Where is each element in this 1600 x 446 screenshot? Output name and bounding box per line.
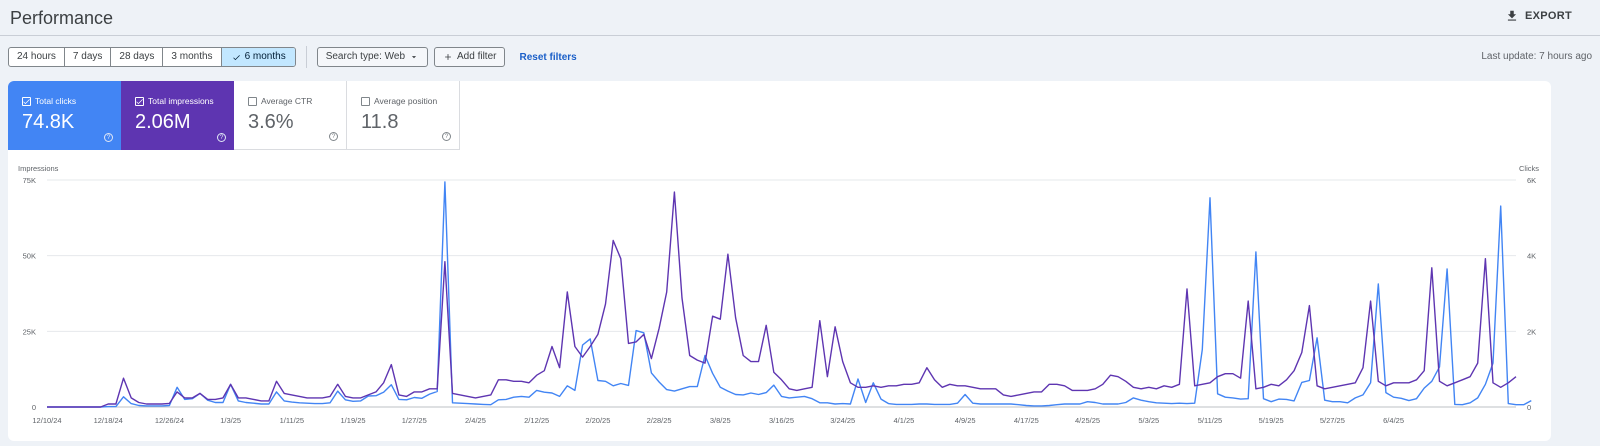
impressions-line — [47, 191, 1517, 408]
last-update: Last update: 7 hours ago — [1481, 51, 1592, 62]
x-tick-label: 3/8/25 — [710, 416, 731, 425]
x-tick-label: 4/25/25 — [1075, 416, 1100, 425]
metric-label: Average CTR — [261, 96, 313, 106]
x-tick-label: 3/24/25 — [830, 416, 855, 425]
metric-label: Total impressions — [148, 96, 214, 106]
filter-bar: 24 hours 7 days 28 days 3 months 6 month… — [8, 46, 577, 68]
page-title: Performance — [10, 8, 114, 28]
range-24-hours[interactable]: 24 hours — [9, 48, 65, 66]
range-7-days[interactable]: 7 days — [65, 48, 112, 66]
metric-total-clicks[interactable]: Total clicks 74.8K ? — [8, 81, 121, 150]
x-tick-label: 4/1/25 — [893, 416, 914, 425]
plus-icon — [445, 54, 451, 60]
performance-card: Total clicks 74.8K ? Total impressions 2… — [8, 81, 1551, 441]
x-tick-label: 12/26/24 — [155, 416, 184, 425]
x-ticks: 12/10/24 12/18/24 12/26/24 1/3/25 1/11/25 1/1… — [32, 416, 1404, 425]
checkbox-unchecked-icon[interactable] — [361, 97, 370, 106]
add-filter-label: Add filter — [457, 51, 497, 62]
y-left-tick-label: 0 — [32, 403, 36, 412]
metric-value: 3.6% — [248, 111, 294, 133]
reset-filters-link[interactable]: Reset filters — [519, 51, 577, 63]
clicks-line — [47, 181, 1532, 408]
y-left-axis-label: Impressions — [18, 164, 59, 173]
range-6-months[interactable]: 6 months — [221, 48, 295, 66]
export-label: EXPORT — [1524, 10, 1572, 22]
y-right-tick-label: 2K — [1527, 327, 1536, 336]
x-tick-label: 4/17/25 — [1014, 416, 1039, 425]
y-right-tick-label: 6K — [1527, 176, 1536, 185]
help-icon[interactable]: ? — [442, 132, 451, 141]
performance-chart[interactable]: Impressions Clicks 0 25K 50K 75K 0 2K 4K 6K 12… — [8, 161, 1551, 441]
x-tick-label: 2/28/25 — [647, 416, 672, 425]
y-left-tick-label: 25K — [23, 327, 36, 336]
checkbox-checked-icon[interactable] — [22, 97, 31, 106]
checkbox-checked-icon[interactable] — [135, 97, 144, 106]
x-tick-label: 5/11/25 — [1198, 416, 1222, 425]
date-range-selector: 24 hours 7 days 28 days 3 months 6 month… — [8, 47, 296, 67]
y-right-tick-label: 0 — [1527, 403, 1531, 412]
caret-down-icon — [411, 56, 417, 59]
metric-average-position[interactable]: Average position 11.8 ? — [347, 81, 460, 150]
metric-tiles: Total clicks 74.8K ? Total impressions 2… — [8, 81, 460, 150]
x-tick-label: 1/27/25 — [402, 416, 427, 425]
x-tick-label: 1/3/25 — [220, 416, 241, 425]
metric-label: Total clicks — [35, 96, 77, 106]
x-tick-label: 3/16/25 — [769, 416, 794, 425]
divider — [305, 46, 307, 68]
export-button[interactable]: EXPORT — [1505, 9, 1572, 23]
x-tick-label: 5/19/25 — [1259, 416, 1284, 425]
series-lines — [47, 181, 1532, 408]
metric-value: 74.8K — [22, 111, 75, 133]
grid — [47, 179, 1516, 408]
metric-value: 2.06M — [135, 111, 191, 133]
x-tick-label: 2/12/25 — [524, 416, 549, 425]
range-6-months-label: 6 months — [244, 51, 286, 62]
x-tick-label: 6/4/25 — [1383, 416, 1404, 425]
x-tick-label: 5/27/25 — [1320, 416, 1345, 425]
help-icon[interactable]: ? — [329, 132, 338, 141]
metric-value: 11.8 — [361, 111, 399, 133]
range-28-days[interactable]: 28 days — [111, 48, 164, 66]
metric-average-ctr[interactable]: Average CTR 3.6% ? — [234, 81, 347, 150]
help-icon[interactable]: ? — [217, 133, 226, 142]
y-left-ticks: 0 25K 50K 75K — [23, 176, 36, 412]
download-icon — [1507, 10, 1517, 21]
x-tick-label: 2/20/25 — [585, 416, 610, 425]
metric-total-impressions[interactable]: Total impressions 2.06M ? — [121, 81, 234, 150]
y-left-tick-label: 75K — [23, 176, 36, 185]
y-right-tick-label: 4K — [1527, 252, 1536, 261]
checkbox-unchecked-icon[interactable] — [248, 97, 257, 106]
x-tick-label: 1/19/25 — [341, 416, 366, 425]
x-tick-label: 5/3/25 — [1138, 416, 1159, 425]
top-bar: Performance EXPORT — [0, 0, 1600, 36]
check-icon — [232, 54, 240, 60]
x-tick-label: 4/9/25 — [955, 416, 976, 425]
range-3-months[interactable]: 3 months — [163, 48, 222, 66]
metric-label: Average position — [374, 96, 438, 106]
search-type-dropdown[interactable]: Search type: Web — [316, 47, 429, 67]
y-left-tick-label: 50K — [23, 252, 36, 261]
x-tick-label: 2/4/25 — [465, 416, 486, 425]
y-right-axis-label: Clicks — [1519, 164, 1539, 173]
help-icon[interactable]: ? — [104, 133, 113, 142]
x-tick-label: 12/18/24 — [94, 416, 123, 425]
y-right-ticks: 0 2K 4K 6K — [1527, 176, 1536, 412]
search-type-label: Search type: Web — [325, 51, 406, 62]
x-tick-label: 12/10/24 — [32, 416, 61, 425]
x-tick-label: 1/11/25 — [280, 416, 304, 425]
add-filter-button[interactable]: Add filter — [434, 47, 506, 67]
